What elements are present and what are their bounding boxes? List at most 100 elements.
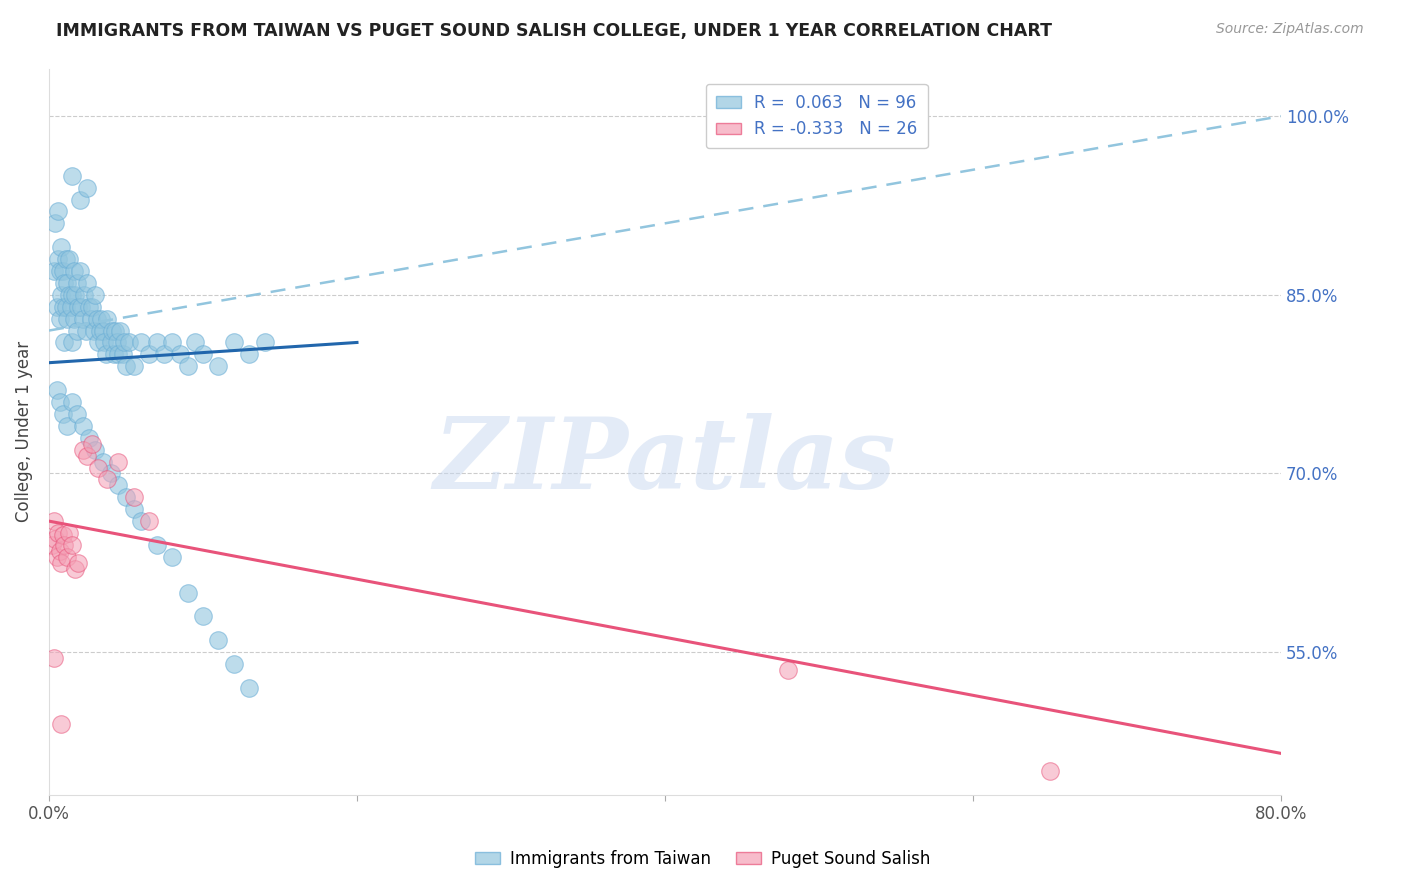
Point xyxy=(72,442,94,457)
Point xyxy=(44,216,66,230)
Point xyxy=(59,300,82,314)
Point xyxy=(1039,764,1062,779)
Point xyxy=(72,311,94,326)
Point xyxy=(55,300,77,314)
Point xyxy=(122,359,145,374)
Point xyxy=(60,538,83,552)
Point xyxy=(48,264,70,278)
Point xyxy=(131,514,153,528)
Point xyxy=(60,288,83,302)
Point xyxy=(91,454,114,468)
Point xyxy=(90,311,112,326)
Point xyxy=(51,240,73,254)
Point xyxy=(114,335,136,350)
Point xyxy=(80,300,103,314)
Point xyxy=(70,300,93,314)
Point xyxy=(77,300,100,314)
Point xyxy=(51,716,73,731)
Point xyxy=(58,252,80,266)
Point xyxy=(104,324,127,338)
Point xyxy=(122,502,145,516)
Point xyxy=(55,252,77,266)
Point xyxy=(63,562,86,576)
Point xyxy=(52,528,75,542)
Point xyxy=(73,288,96,302)
Point xyxy=(46,252,69,266)
Point xyxy=(222,335,245,350)
Point xyxy=(160,335,183,350)
Point xyxy=(238,347,260,361)
Point xyxy=(60,395,83,409)
Point xyxy=(184,335,207,350)
Point xyxy=(76,449,98,463)
Point xyxy=(63,288,86,302)
Text: IMMIGRANTS FROM TAIWAN VS PUGET SOUND SALISH COLLEGE, UNDER 1 YEAR CORRELATION C: IMMIGRANTS FROM TAIWAN VS PUGET SOUND SA… xyxy=(56,22,1052,40)
Point xyxy=(76,180,98,194)
Point xyxy=(83,324,105,338)
Point xyxy=(107,347,129,361)
Legend: R =  0.063   N = 96, R = -0.333   N = 26: R = 0.063 N = 96, R = -0.333 N = 26 xyxy=(706,84,928,148)
Point xyxy=(66,276,89,290)
Point xyxy=(105,335,128,350)
Point xyxy=(146,538,169,552)
Point xyxy=(53,276,76,290)
Point xyxy=(191,347,214,361)
Point xyxy=(153,347,176,361)
Point xyxy=(62,311,84,326)
Point xyxy=(52,407,75,421)
Point xyxy=(169,347,191,361)
Point xyxy=(238,681,260,695)
Point xyxy=(76,276,98,290)
Text: Source: ZipAtlas.com: Source: ZipAtlas.com xyxy=(1216,22,1364,37)
Point xyxy=(42,514,65,528)
Point xyxy=(53,335,76,350)
Point xyxy=(87,335,110,350)
Point xyxy=(75,324,97,338)
Point xyxy=(52,264,75,278)
Point xyxy=(222,657,245,671)
Point xyxy=(46,204,69,219)
Point xyxy=(69,264,91,278)
Point xyxy=(176,585,198,599)
Point xyxy=(122,491,145,505)
Point xyxy=(778,663,800,677)
Point xyxy=(84,442,107,457)
Point xyxy=(86,311,108,326)
Point xyxy=(118,335,141,350)
Point xyxy=(56,418,79,433)
Point xyxy=(46,526,69,541)
Point xyxy=(100,335,122,350)
Point xyxy=(44,532,66,546)
Point xyxy=(56,311,79,326)
Point xyxy=(48,311,70,326)
Point xyxy=(107,454,129,468)
Point xyxy=(72,418,94,433)
Point xyxy=(58,288,80,302)
Point xyxy=(96,311,118,326)
Point xyxy=(62,264,84,278)
Point xyxy=(253,335,276,350)
Point xyxy=(96,472,118,486)
Point xyxy=(66,407,89,421)
Point xyxy=(107,478,129,492)
Point xyxy=(77,431,100,445)
Point xyxy=(45,383,67,397)
Point xyxy=(138,514,160,528)
Point xyxy=(51,556,73,570)
Point xyxy=(100,467,122,481)
Point xyxy=(115,359,138,374)
Point xyxy=(91,324,114,338)
Point xyxy=(101,324,124,338)
Point xyxy=(131,335,153,350)
Point xyxy=(138,347,160,361)
Y-axis label: College, Under 1 year: College, Under 1 year xyxy=(15,342,32,523)
Point xyxy=(48,544,70,558)
Point xyxy=(69,193,91,207)
Point xyxy=(60,169,83,183)
Point xyxy=(80,436,103,450)
Point xyxy=(42,651,65,665)
Point xyxy=(66,324,89,338)
Point xyxy=(53,538,76,552)
Point xyxy=(93,335,115,350)
Point xyxy=(94,347,117,361)
